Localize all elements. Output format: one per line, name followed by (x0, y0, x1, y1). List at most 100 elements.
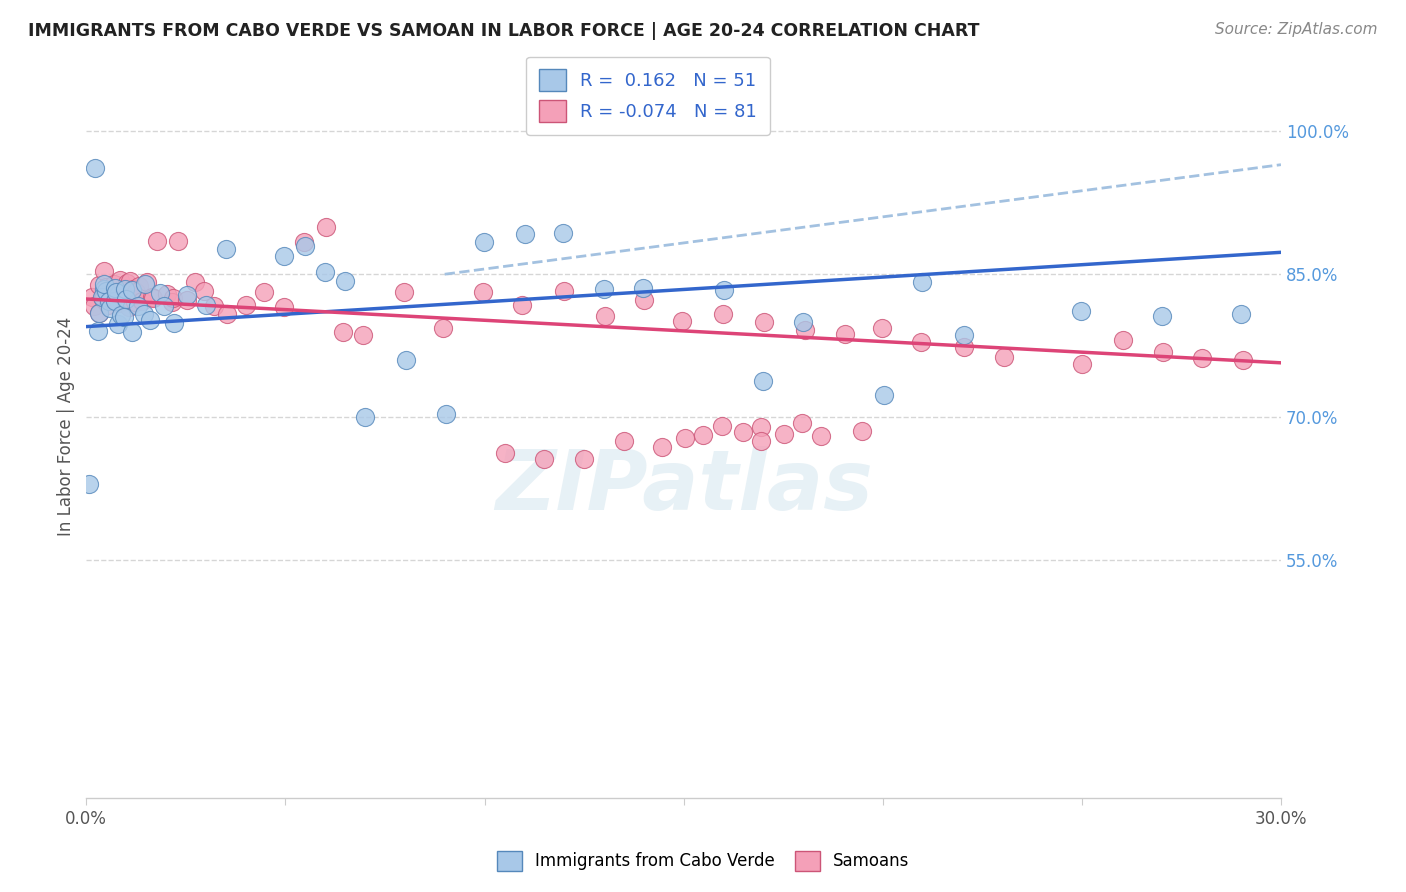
Point (124, 294, 146, 309)
Point (353, 409, 375, 424)
Point (91, 290, 114, 304)
Point (1070, 357, 1092, 371)
Point (294, 239, 316, 253)
Point (110, 294, 132, 309)
Point (98, 301, 121, 315)
Point (395, 353, 418, 368)
Point (1232, 352, 1254, 367)
Point (145, 235, 167, 249)
Point (110, 287, 132, 301)
Point (434, 408, 457, 422)
Point (96, 285, 118, 299)
Point (553, 284, 575, 298)
Point (114, 282, 136, 296)
Point (105, 285, 128, 300)
Point (792, 416, 814, 430)
Point (592, 282, 614, 296)
Point (851, 424, 873, 438)
Point (103, 277, 125, 292)
Point (93, 281, 115, 295)
Point (163, 316, 186, 330)
Point (333, 274, 356, 288)
Point (751, 434, 773, 448)
Point (184, 276, 207, 290)
Point (314, 264, 336, 278)
Point (121, 325, 143, 339)
Point (104, 281, 127, 295)
Text: IMMIGRANTS FROM CABO VERDE VS SAMOAN IN LABOR FORCE | AGE 20-24 CORRELATION CHAR: IMMIGRANTS FROM CABO VERDE VS SAMOAN IN … (28, 22, 980, 40)
Point (1230, 307, 1253, 321)
Point (134, 277, 156, 292)
Point (136, 275, 159, 289)
Point (120, 274, 142, 288)
Point (115, 276, 138, 290)
Point (533, 452, 555, 467)
Point (139, 312, 162, 326)
Point (166, 234, 188, 248)
Point (87, 278, 110, 293)
Point (235, 298, 257, 312)
Point (953, 327, 976, 342)
Point (253, 285, 276, 300)
Point (792, 315, 814, 329)
Point (773, 426, 796, 441)
Point (121, 283, 143, 297)
Point (110, 308, 132, 322)
Point (671, 314, 693, 328)
Point (810, 428, 832, 442)
Point (834, 326, 856, 341)
Point (89, 306, 111, 320)
Point (98, 287, 121, 301)
Point (112, 310, 135, 325)
Point (613, 434, 636, 448)
Point (176, 288, 198, 302)
Point (472, 235, 495, 249)
Point (93, 264, 115, 278)
Point (214, 242, 236, 256)
Point (731, 425, 754, 440)
Point (751, 420, 773, 434)
Point (910, 334, 932, 349)
Point (793, 323, 815, 337)
Point (128, 278, 150, 293)
Point (751, 374, 773, 388)
Point (202, 299, 225, 313)
Point (121, 282, 143, 296)
Point (114, 284, 136, 298)
Point (273, 249, 295, 263)
Point (651, 440, 673, 454)
Point (711, 307, 734, 321)
Point (131, 293, 153, 308)
Point (89, 306, 111, 320)
Point (1152, 345, 1174, 359)
Point (104, 294, 127, 309)
Point (215, 307, 238, 321)
Point (149, 286, 172, 301)
Point (195, 298, 218, 312)
Point (633, 293, 655, 307)
Point (115, 293, 138, 307)
Point (472, 285, 495, 299)
Point (394, 285, 416, 299)
Point (84, 161, 107, 176)
Point (872, 388, 894, 402)
Point (83, 299, 105, 313)
Point (710, 419, 733, 434)
Legend: Immigrants from Cabo Verde, Samoans: Immigrants from Cabo Verde, Samoans (488, 842, 918, 880)
Point (513, 227, 536, 242)
Point (1112, 333, 1135, 347)
Point (1191, 351, 1213, 365)
Point (93, 289, 115, 303)
Point (752, 315, 775, 329)
Point (294, 235, 316, 249)
Point (87, 324, 110, 338)
Y-axis label: In Labor Force | Age 20-24: In Labor Force | Age 20-24 (58, 317, 75, 536)
Point (125, 285, 148, 299)
Point (553, 227, 575, 241)
Point (870, 321, 893, 335)
Point (593, 309, 616, 323)
Point (160, 294, 183, 309)
Legend: R =  0.162   N = 51, R = -0.074   N = 81: R = 0.162 N = 51, R = -0.074 N = 81 (526, 57, 769, 135)
Point (80, 289, 103, 303)
Point (104, 288, 127, 302)
